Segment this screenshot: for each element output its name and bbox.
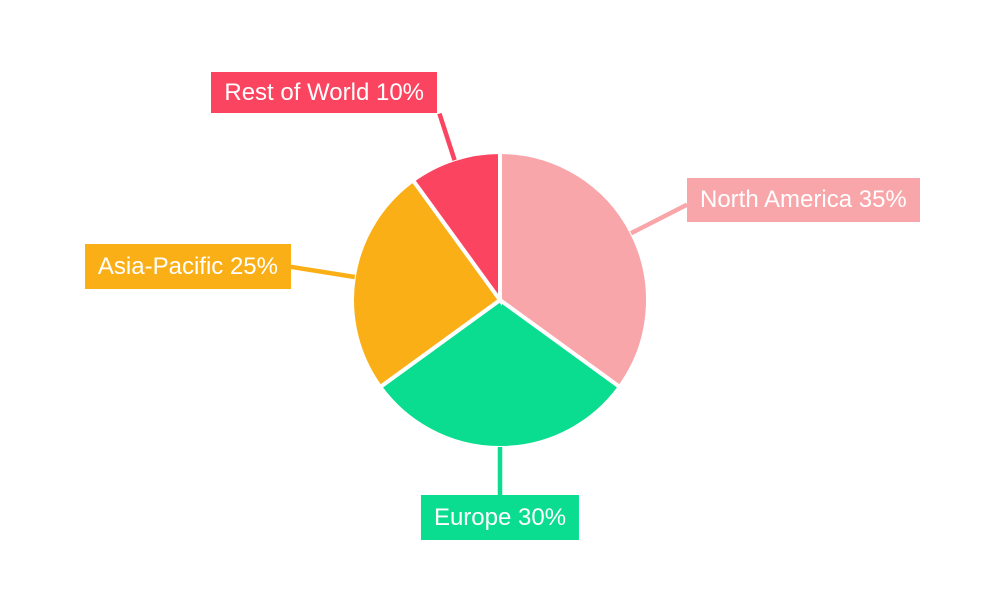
label-asia-pacific: Asia-Pacific 25% [84, 244, 291, 289]
leader-line-asia-pacific [290, 264, 356, 280]
leader-line-north-america [629, 202, 689, 236]
label-rest-of-world: Rest of World 10% [211, 72, 437, 113]
label-europe: Europe 30% [420, 495, 580, 540]
label-north-america: North America 35% [687, 178, 920, 222]
leader-line-rest-of-world [437, 112, 457, 161]
